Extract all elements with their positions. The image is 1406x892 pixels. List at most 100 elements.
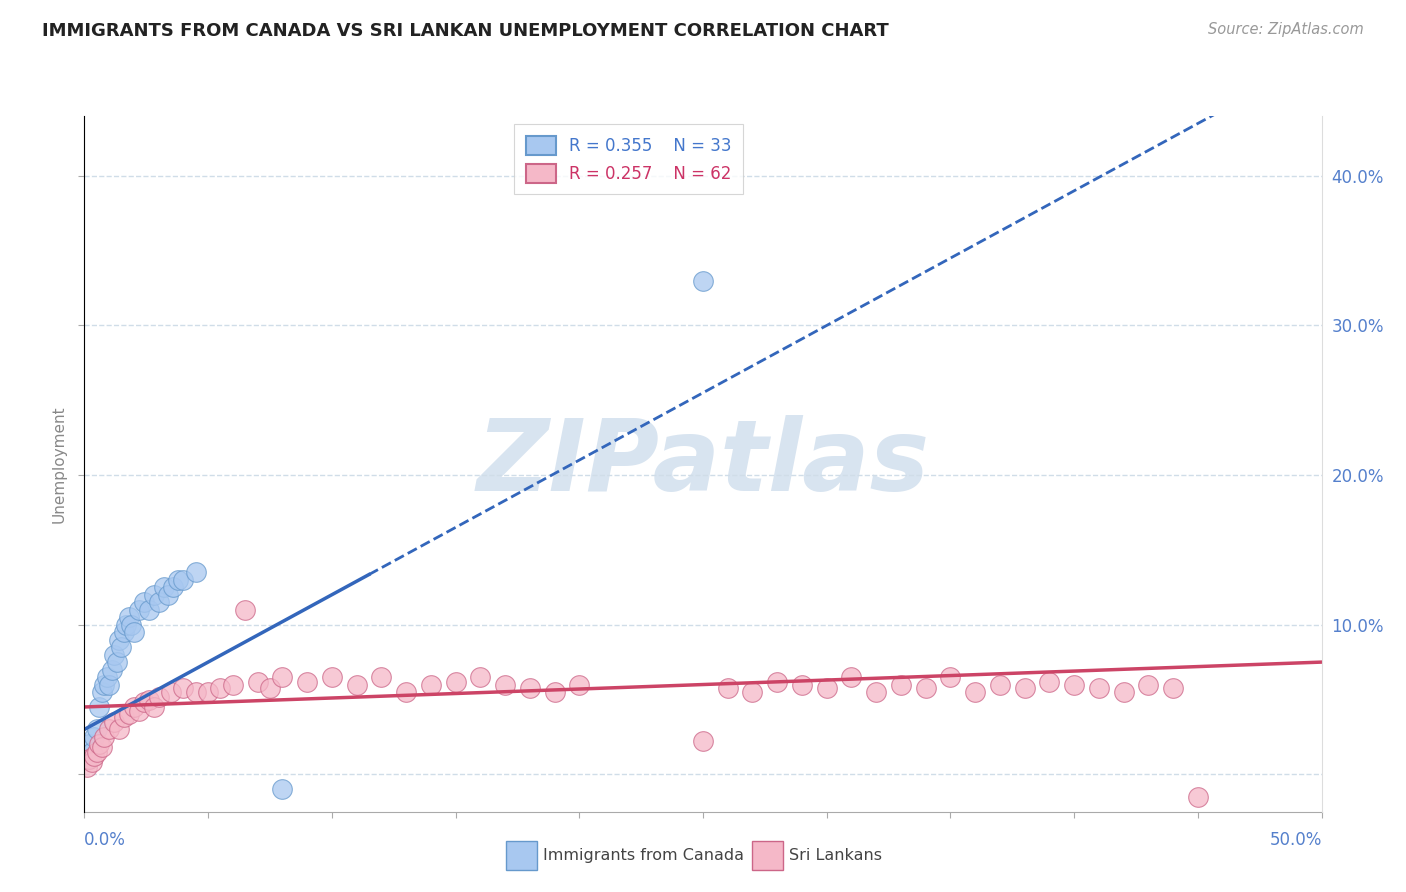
Point — [108, 632, 131, 647]
Legend: R = 0.355    N = 33, R = 0.257    N = 62: R = 0.355 N = 33, R = 0.257 N = 62 — [515, 124, 744, 194]
Point — [233, 603, 256, 617]
Point — [96, 670, 118, 684]
Point — [717, 681, 740, 695]
Point — [86, 723, 108, 737]
Point — [98, 677, 121, 691]
Point — [1187, 789, 1209, 804]
Point — [1137, 677, 1160, 691]
Point — [766, 674, 789, 689]
Point — [519, 681, 541, 695]
Point — [167, 573, 190, 587]
Point — [395, 685, 418, 699]
Point — [132, 595, 155, 609]
Point — [100, 663, 122, 677]
Point — [118, 707, 141, 722]
Point — [1014, 681, 1036, 695]
Point — [89, 738, 111, 752]
Point — [470, 670, 492, 684]
Point — [138, 692, 160, 706]
Point — [90, 685, 112, 699]
Point — [172, 681, 194, 695]
Point — [120, 617, 142, 632]
Point — [914, 681, 936, 695]
Point — [1088, 681, 1111, 695]
Point — [160, 685, 183, 699]
Point — [83, 749, 105, 764]
Point — [98, 723, 121, 737]
Point — [142, 588, 165, 602]
Point — [110, 640, 132, 654]
Point — [128, 603, 150, 617]
Point — [321, 670, 343, 684]
Point — [93, 677, 115, 691]
Point — [80, 756, 103, 770]
Point — [295, 674, 318, 689]
Point — [865, 685, 887, 699]
Point — [568, 677, 591, 691]
Point — [184, 566, 207, 580]
Point — [259, 681, 281, 695]
Text: 50.0%: 50.0% — [1270, 831, 1322, 849]
Point — [128, 705, 150, 719]
Point — [346, 677, 368, 691]
Point — [115, 617, 138, 632]
Point — [79, 752, 101, 766]
Point — [148, 690, 170, 704]
Point — [157, 588, 180, 602]
Point — [86, 745, 108, 759]
Point — [271, 670, 294, 684]
Text: Immigrants from Canada: Immigrants from Canada — [543, 848, 744, 863]
Text: Sri Lankans: Sri Lankans — [789, 848, 882, 863]
Point — [370, 670, 392, 684]
Point — [142, 700, 165, 714]
Point — [419, 677, 441, 691]
Point — [209, 681, 232, 695]
Point — [1063, 677, 1085, 691]
Point — [222, 677, 245, 691]
Point — [197, 685, 219, 699]
Y-axis label: Unemployment: Unemployment — [52, 405, 67, 523]
Point — [246, 674, 269, 689]
Point — [965, 685, 987, 699]
Point — [741, 685, 763, 699]
Point — [83, 730, 105, 744]
Point — [790, 677, 813, 691]
Point — [1161, 681, 1184, 695]
Point — [444, 674, 467, 689]
Point — [271, 782, 294, 797]
Point — [152, 580, 174, 594]
Point — [105, 655, 128, 669]
Text: Source: ZipAtlas.com: Source: ZipAtlas.com — [1208, 22, 1364, 37]
Point — [122, 625, 145, 640]
Point — [890, 677, 912, 691]
Point — [103, 714, 125, 729]
Point — [76, 752, 98, 766]
Point — [76, 760, 98, 774]
Point — [1038, 674, 1060, 689]
Point — [939, 670, 962, 684]
Point — [1112, 685, 1135, 699]
Point — [692, 274, 714, 288]
Point — [118, 610, 141, 624]
Point — [103, 648, 125, 662]
Point — [988, 677, 1011, 691]
Point — [494, 677, 516, 691]
Point — [112, 625, 135, 640]
Point — [112, 710, 135, 724]
Point — [543, 685, 565, 699]
Point — [184, 685, 207, 699]
Point — [172, 573, 194, 587]
Point — [122, 700, 145, 714]
Text: ZIPatlas: ZIPatlas — [477, 416, 929, 512]
Point — [815, 681, 838, 695]
Text: IMMIGRANTS FROM CANADA VS SRI LANKAN UNEMPLOYMENT CORRELATION CHART: IMMIGRANTS FROM CANADA VS SRI LANKAN UNE… — [42, 22, 889, 40]
Point — [841, 670, 863, 684]
Point — [93, 730, 115, 744]
Point — [80, 745, 103, 759]
Point — [148, 595, 170, 609]
Point — [90, 740, 112, 755]
Point — [89, 700, 111, 714]
Point — [162, 580, 184, 594]
Point — [132, 696, 155, 710]
Point — [108, 723, 131, 737]
